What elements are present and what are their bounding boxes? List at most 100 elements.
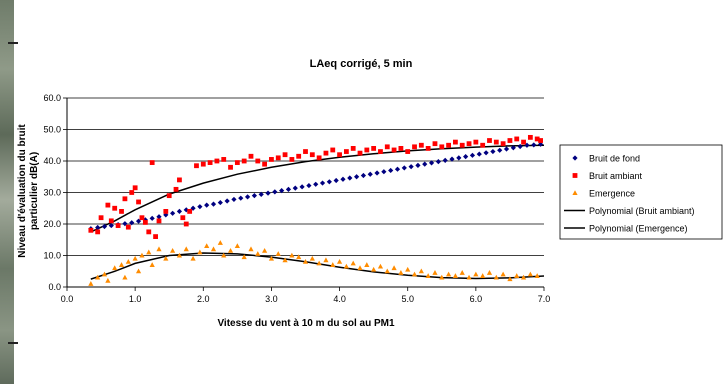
data-point <box>234 243 240 249</box>
data-point <box>217 240 223 245</box>
data-points <box>88 134 544 286</box>
data-point <box>384 268 390 274</box>
data-point <box>486 270 493 275</box>
data-point <box>503 146 510 152</box>
data-point <box>129 220 135 226</box>
data-point <box>135 268 142 274</box>
data-point <box>422 161 428 167</box>
data-point <box>194 163 199 169</box>
data-point <box>463 153 469 160</box>
data-point <box>95 274 101 280</box>
data-point <box>343 149 349 154</box>
data-point <box>350 260 356 266</box>
data-point <box>394 166 401 172</box>
data-point <box>514 273 520 278</box>
data-point <box>248 246 254 252</box>
data-point <box>425 273 431 278</box>
data-point <box>166 193 172 199</box>
data-point <box>405 266 411 272</box>
data-point <box>170 210 176 216</box>
data-point <box>197 204 203 210</box>
data-point <box>108 218 114 224</box>
data-point <box>452 273 459 278</box>
data-point <box>238 195 244 201</box>
data-point <box>507 138 513 143</box>
data-point <box>398 146 404 151</box>
data-point <box>537 141 544 147</box>
data-point <box>251 193 257 199</box>
data-point <box>415 162 421 169</box>
data-point <box>142 220 148 225</box>
data-point <box>173 186 179 192</box>
x-tick-label: 3.0 <box>265 294 278 304</box>
data-point <box>391 265 397 271</box>
data-point <box>289 157 295 162</box>
legend-swatch <box>572 190 578 195</box>
data-point <box>319 180 326 186</box>
series <box>88 134 543 239</box>
data-point <box>439 144 445 150</box>
data-point <box>330 147 336 153</box>
legend-label: Polynomial (Emergence) <box>589 224 688 234</box>
data-point <box>309 255 315 261</box>
data-point <box>88 281 94 286</box>
data-point <box>244 194 251 200</box>
data-point <box>449 156 455 162</box>
data-point <box>418 142 424 148</box>
data-point <box>296 153 302 159</box>
data-point <box>231 196 237 203</box>
data-point <box>176 208 183 214</box>
data-point <box>101 223 108 230</box>
data-point <box>534 136 540 142</box>
data-point <box>473 271 479 277</box>
data-point <box>255 251 261 256</box>
data-point <box>354 174 360 180</box>
legend-label: Bruit ambiant <box>589 171 643 181</box>
data-point <box>374 170 380 176</box>
data-point <box>132 185 138 191</box>
data-point <box>125 224 131 230</box>
data-point <box>439 274 445 280</box>
data-point <box>493 274 499 280</box>
y-tick-label: 30.0 <box>43 188 61 198</box>
y-tick-label: 0.0 <box>48 282 61 292</box>
data-point <box>156 214 162 220</box>
data-point <box>326 179 332 185</box>
data-point <box>248 153 254 159</box>
data-point <box>446 142 451 148</box>
side-tick <box>8 42 18 44</box>
data-point <box>306 182 312 189</box>
chart-title: LAeq corrigé, 5 min <box>310 58 413 70</box>
data-point <box>112 265 118 271</box>
data-point <box>316 155 322 161</box>
data-point <box>227 247 234 253</box>
data-point <box>347 175 353 181</box>
data-point <box>265 190 271 196</box>
data-point <box>241 254 247 260</box>
data-point <box>534 273 540 278</box>
data-point <box>411 271 418 277</box>
data-point <box>177 177 182 183</box>
y-axis: 0.0 10.0 20.0 30.0 40.0 50.0 60.0 <box>43 93 68 292</box>
data-point <box>507 276 513 282</box>
data-point <box>255 158 261 164</box>
data-point <box>282 152 288 158</box>
data-point <box>521 139 526 145</box>
data-point <box>139 215 145 221</box>
legend-label: Emergence <box>589 189 635 199</box>
data-point <box>357 265 363 271</box>
x-tick-label: 7.0 <box>538 294 551 304</box>
data-point <box>224 198 230 204</box>
legend-swatch <box>572 155 578 161</box>
x-axis: 0.0 1.0 2.0 3.0 4.0 5.0 6.0 7.0 <box>61 286 551 304</box>
data-point <box>500 271 506 277</box>
data-point <box>210 201 217 207</box>
data-point <box>180 215 186 221</box>
data-point <box>262 161 268 167</box>
data-point <box>459 142 465 148</box>
data-point <box>442 157 448 163</box>
legend-box <box>559 144 723 240</box>
data-point <box>520 274 527 280</box>
data-point <box>428 160 435 166</box>
